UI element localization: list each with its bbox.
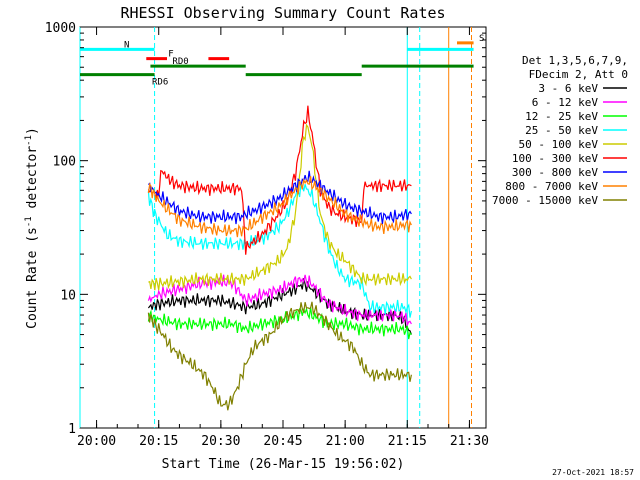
legend-label-2: 12 - 25 keV — [525, 110, 598, 123]
y-tick-label-2: 100 — [53, 155, 76, 170]
series-line-1 — [147, 274, 412, 328]
y-axis-label-c: ) — [25, 127, 40, 135]
x-tick-label-1: 20:15 — [139, 434, 178, 449]
x-tick-label-6: 21:30 — [450, 434, 489, 449]
footer-timestamp: 27-Oct-2021 18:57 — [552, 468, 634, 477]
legend-header-0: Det 1,3,5,6,7,9, — [522, 54, 628, 67]
y-axis-ticks: 1 10 100 1000 — [45, 21, 486, 437]
legend-header-1: FDecim 2, Att 0 — [529, 68, 628, 81]
attenuator-state-bars: N F S RD0 RD6 — [80, 34, 484, 88]
y-axis-label-b: detector — [25, 146, 40, 217]
state-bar-label-2: F — [168, 50, 173, 60]
y-tick-label-1: 10 — [60, 288, 76, 303]
legend-label-7: 800 - 7000 keV — [505, 180, 598, 193]
plot-frame — [79, 26, 487, 429]
state-bar-label-4: S — [479, 34, 484, 44]
state-bar-label-7: RD6 — [152, 78, 168, 88]
legend-label-1: 6 - 12 keV — [532, 96, 599, 109]
x-axis-ticks: 20:00 20:15 20:30 20:45 21:00 21:15 21:30 — [77, 27, 489, 449]
y-axis-label-sup-1: -1 — [24, 216, 34, 227]
x-axis-label: Start Time (26-Mar-15 19:56:02) — [162, 457, 405, 472]
legend-label-4: 50 - 100 keV — [519, 138, 599, 151]
x-tick-label-2: 20:30 — [201, 434, 240, 449]
x-tick-label-3: 20:45 — [263, 434, 302, 449]
y-axis-label: Count Rate (s-1 detector-1) — [24, 127, 40, 329]
series-line-7 — [147, 176, 412, 238]
state-bar-label-5: RD0 — [172, 57, 188, 67]
series-line-6 — [148, 170, 412, 225]
legend-label-5: 100 - 300 keV — [512, 152, 598, 165]
y-tick-label-3: 1000 — [45, 21, 76, 36]
series-line-3 — [147, 181, 412, 318]
legend: Det 1,3,5,6,7,9,FDecim 2, Att 03 - 6 keV… — [492, 54, 628, 207]
y-tick-label-0: 1 — [68, 422, 76, 437]
legend-label-0: 3 - 6 keV — [538, 82, 598, 95]
series-line-4 — [148, 123, 412, 291]
vertical-markers — [79, 27, 472, 428]
legend-label-8: 7000 - 15000 keV — [492, 194, 598, 207]
x-tick-label-5: 21:15 — [388, 434, 427, 449]
x-tick-label-0: 20:00 — [77, 434, 116, 449]
x-tick-label-4: 21:00 — [326, 434, 365, 449]
state-bar-label-0: N — [124, 40, 129, 50]
chart-title: RHESSI Observing Summary Count Rates — [120, 4, 445, 22]
y-axis-label-a: Count Rate (s — [25, 227, 40, 329]
series-line-8 — [147, 301, 412, 411]
series-line-5 — [147, 105, 412, 255]
legend-label-6: 300 - 800 keV — [512, 166, 598, 179]
y-axis-label-sup-2: -1 — [24, 135, 34, 146]
series-lines — [147, 105, 412, 411]
legend-label-3: 25 - 50 keV — [525, 124, 598, 137]
